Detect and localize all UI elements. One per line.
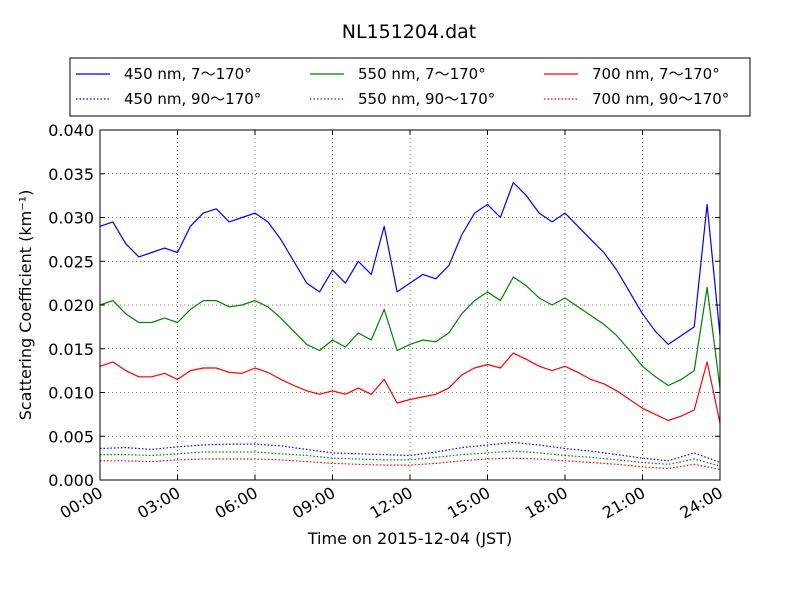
y-tick-label: 0.015 <box>48 340 94 359</box>
series-line-2 <box>99 276 721 389</box>
grid-lines <box>100 130 720 480</box>
y-tick-label: 0.035 <box>48 165 94 184</box>
legend: 450 nm, 7～170° 550 nm, 7～170° 700 nm, 7～17… <box>69 57 751 117</box>
y-tick-label: 0.005 <box>48 427 94 446</box>
chart-title: NL151204.dat <box>342 21 477 43</box>
legend-label-1: 450 nm, 90～170° <box>124 90 261 108</box>
series-line-4 <box>99 352 721 424</box>
legend-label-5: 700 nm, 90～170° <box>592 90 729 108</box>
y-axis-label: Scattering Coefficient (km⁻¹) <box>16 190 35 421</box>
legend-label-0: 450 nm, 7～170° <box>124 65 252 83</box>
y-tick-label: 0.040 <box>48 121 94 140</box>
legend-label-2: 550 nm, 7～170° <box>358 65 486 83</box>
y-tick-label: 0.000 <box>48 471 94 490</box>
y-tick-label: 0.025 <box>48 252 94 271</box>
series-group <box>99 181 721 471</box>
y-tick-label: 0.010 <box>48 384 94 403</box>
x-axis-label: Time on 2015-12-04 (JST) <box>307 529 512 548</box>
series-line-1 <box>99 441 721 464</box>
y-tick-label: 0.020 <box>48 296 94 315</box>
series-line-0 <box>99 181 721 345</box>
legend-label-3: 550 nm, 90～170° <box>358 90 495 108</box>
legend-label-4: 700 nm, 7～170° <box>592 65 720 83</box>
legend-box <box>69 57 751 117</box>
y-tick-label: 0.030 <box>48 209 94 228</box>
